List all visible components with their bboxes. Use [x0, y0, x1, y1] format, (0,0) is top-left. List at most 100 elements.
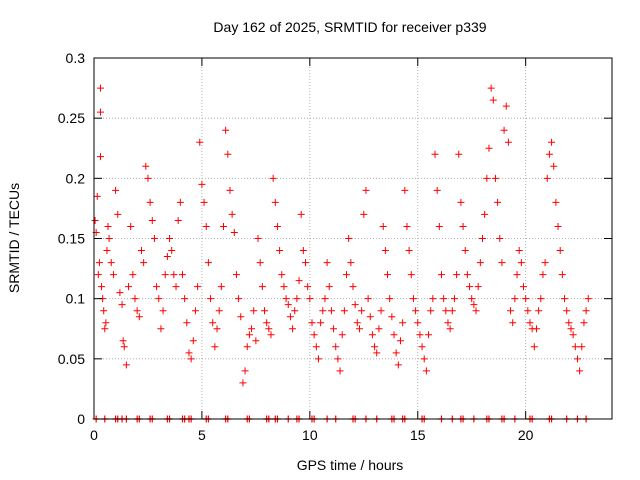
data-point [532, 325, 540, 333]
data-point [142, 162, 150, 170]
data-point [125, 283, 133, 291]
data-point [282, 295, 290, 303]
data-point [405, 247, 413, 255]
data-point [321, 295, 329, 303]
data-point [502, 102, 510, 110]
x-tick-label: 0 [90, 427, 98, 443]
data-point [168, 247, 176, 255]
data-point [401, 186, 409, 194]
y-tick-labels: 0 0.05 0.1 0.15 0.2 0.25 0.3 [58, 50, 85, 427]
data-point [409, 295, 417, 303]
data-point [237, 313, 245, 321]
data-point [254, 235, 262, 242]
data-point [133, 307, 141, 315]
data-point [93, 192, 101, 200]
data-point [444, 319, 452, 327]
data-point [185, 349, 193, 357]
data-point [496, 235, 504, 242]
data-point [463, 271, 471, 279]
y-tick-label: 0.3 [66, 50, 86, 66]
data-point [120, 343, 128, 351]
data-point [267, 331, 275, 339]
data-point [509, 319, 517, 327]
data-point [552, 198, 560, 206]
data-point [366, 313, 374, 321]
data-point [280, 283, 288, 291]
data-point [437, 271, 445, 279]
y-tick-label: 0 [77, 411, 85, 427]
data-point [442, 307, 450, 315]
data-point [207, 295, 215, 303]
data-point [461, 247, 469, 255]
data-point [150, 235, 158, 242]
data-point [414, 319, 422, 327]
data-point [483, 174, 491, 182]
data-point [381, 247, 389, 255]
data-point [327, 307, 335, 315]
data-point [474, 283, 482, 291]
data-point [159, 307, 167, 315]
data-point [174, 216, 182, 224]
data-point [448, 307, 456, 315]
data-point [526, 319, 534, 327]
data-point [245, 331, 253, 339]
data-point [584, 295, 592, 303]
data-point [466, 283, 474, 291]
data-point [407, 271, 415, 279]
data-point [392, 349, 400, 357]
data-point [241, 367, 249, 375]
data-point [176, 198, 184, 206]
data-point [96, 108, 104, 116]
data-point [485, 144, 493, 152]
data-point [556, 247, 564, 255]
data-point [433, 186, 441, 194]
data-point [209, 319, 217, 327]
data-point [129, 271, 137, 279]
y-axis-label: SRMTID / TECUs [6, 183, 22, 293]
grid-lines [94, 58, 612, 419]
data-point [109, 271, 117, 279]
data-point [211, 343, 219, 351]
data-point [297, 210, 305, 218]
data-point [295, 277, 303, 285]
data-point [569, 331, 577, 339]
data-point [371, 343, 379, 351]
data-point [494, 198, 502, 206]
y-tick-label: 0.2 [66, 170, 86, 186]
data-point [131, 295, 139, 303]
data-point [278, 271, 286, 279]
data-point [578, 343, 586, 351]
data-point [418, 343, 426, 351]
data-point [224, 150, 232, 158]
data-point [308, 319, 316, 327]
data-point [319, 307, 327, 315]
data-point [498, 259, 506, 267]
data-point [399, 319, 407, 327]
data-point [107, 259, 115, 267]
data-point [271, 198, 279, 206]
data-point [504, 138, 512, 146]
data-point [422, 367, 430, 375]
data-point [386, 295, 394, 303]
y-tick-label: 0.25 [58, 110, 85, 126]
data-point [215, 307, 223, 315]
data-point [355, 325, 363, 333]
data-point [101, 325, 109, 333]
data-point [435, 222, 443, 230]
data-point [306, 295, 314, 303]
data-point [228, 210, 236, 218]
data-point [520, 283, 528, 291]
data-point [420, 355, 428, 363]
data-point [104, 222, 112, 230]
data-point [286, 313, 294, 321]
data-point [563, 307, 571, 315]
data-point [537, 295, 545, 303]
data-point [96, 84, 104, 92]
data-point [453, 271, 461, 279]
data-point [172, 283, 180, 291]
data-point [440, 295, 448, 303]
data-point [291, 307, 299, 315]
data-point [565, 319, 573, 327]
data-point [539, 271, 547, 279]
data-point [375, 325, 383, 333]
